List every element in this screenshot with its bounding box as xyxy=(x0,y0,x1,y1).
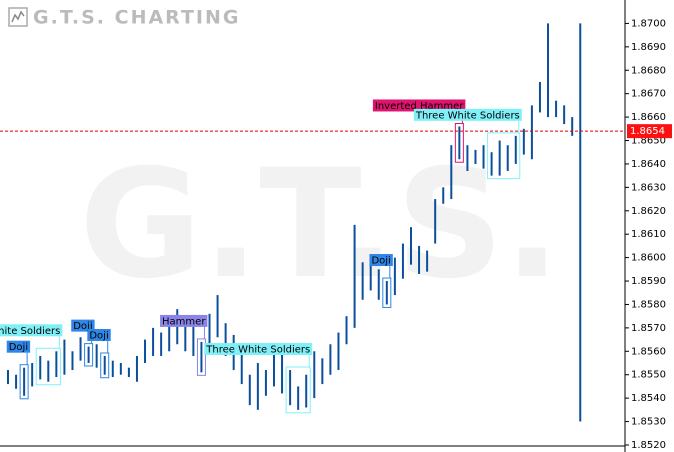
pattern-label-bg xyxy=(6,340,31,353)
pattern-label-text: Doji xyxy=(73,321,92,332)
pattern-label: Doji xyxy=(6,340,31,353)
pattern-label-text: Doji xyxy=(89,330,108,341)
pattern-label-bg xyxy=(160,314,208,327)
pattern-box xyxy=(196,338,206,376)
current-price-bg xyxy=(627,124,672,139)
pattern-box xyxy=(382,277,392,308)
pattern-box xyxy=(285,366,311,414)
pattern-label-text: Doji xyxy=(371,256,390,267)
pattern-label-bg xyxy=(369,254,393,267)
watermark: G.T.S. xyxy=(79,138,561,312)
y-tick-label: 1.8630 xyxy=(631,182,666,193)
pattern-label-bg xyxy=(71,319,95,332)
y-tick-label: 1.8680 xyxy=(631,65,666,76)
y-tick-label: 1.8700 xyxy=(631,18,666,29)
pattern-box xyxy=(35,347,61,386)
y-tick-label: 1.8610 xyxy=(631,229,666,240)
pattern-label: Doji xyxy=(87,328,111,341)
y-tick-label: 1.8550 xyxy=(631,370,666,381)
pattern-label-text: Three White Soldiers xyxy=(205,345,310,356)
pattern-label: Three White Soldiers xyxy=(413,108,522,121)
y-tick-label: 1.8640 xyxy=(631,159,666,170)
current-price-label: 1.8654 xyxy=(630,126,665,137)
pattern-box xyxy=(454,122,464,163)
pattern-label: Three White Soldiers xyxy=(204,343,313,356)
logo-icon-line xyxy=(11,10,25,23)
pattern-label: Three White Soldiers xyxy=(0,324,63,337)
pattern-label-text: Three White Soldiers xyxy=(415,110,520,121)
pattern-box xyxy=(84,343,94,367)
y-tick-label: 1.8580 xyxy=(631,299,666,310)
y-tick-label: 1.8520 xyxy=(631,440,666,451)
pattern-box xyxy=(19,364,29,400)
pattern-label-text: Doji xyxy=(9,342,28,353)
pattern-label-text: Inverted Hammer xyxy=(375,101,464,112)
y-tick-label: 1.8540 xyxy=(631,393,666,404)
y-tick-label: 1.8660 xyxy=(631,112,666,123)
pattern-box xyxy=(100,352,110,379)
y-tick-label: 1.8530 xyxy=(631,417,666,428)
y-tick-label: 1.8570 xyxy=(631,323,666,334)
pattern-label-bg xyxy=(204,343,313,356)
pattern-label: Inverted Hammer xyxy=(372,99,466,112)
y-tick-label: 1.8650 xyxy=(631,136,666,147)
pattern-box xyxy=(487,132,521,180)
y-tick-label: 1.8620 xyxy=(631,206,666,217)
pattern-label-bg xyxy=(0,324,63,337)
y-tick-label: 1.8560 xyxy=(631,346,666,357)
pattern-label-text: Hammer xyxy=(162,316,206,327)
pattern-label: Doji xyxy=(369,254,393,267)
pattern-label-bg xyxy=(87,328,111,341)
logo-text: G.T.S. CHARTING xyxy=(33,7,240,29)
y-tick-label: 1.8600 xyxy=(631,253,666,264)
y-tick-label: 1.8590 xyxy=(631,276,666,287)
pattern-label: Doji xyxy=(71,319,95,332)
pattern-label-bg xyxy=(413,108,522,121)
pattern-label: Hammer xyxy=(160,314,208,327)
y-tick-label: 1.8690 xyxy=(631,42,666,53)
logo: G.T.S. CHARTING xyxy=(8,7,240,29)
y-tick-label: 1.8670 xyxy=(631,89,666,100)
logo-icon xyxy=(8,7,28,27)
pattern-label-bg xyxy=(372,99,466,112)
pattern-label-text: Three White Soldiers xyxy=(0,326,60,337)
